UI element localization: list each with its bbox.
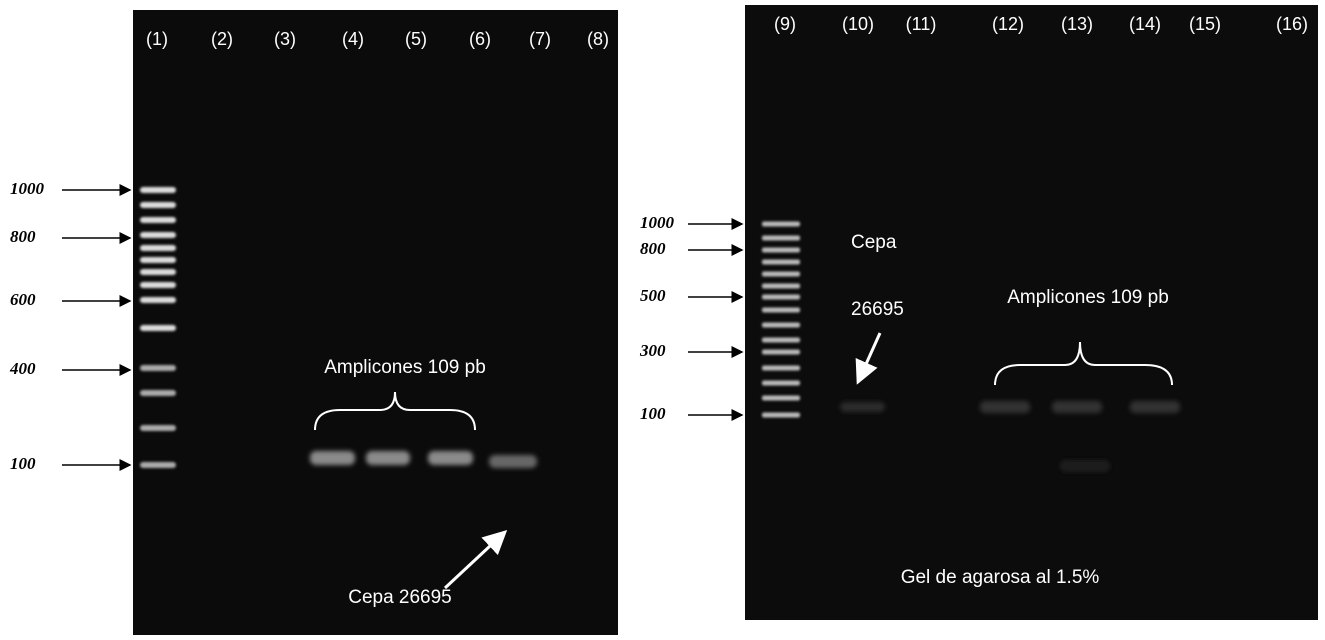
marker-label: 100 — [640, 404, 666, 423]
lane-label: (8) — [587, 29, 609, 49]
lane-label: (9) — [774, 14, 796, 34]
ladder-band — [762, 236, 800, 241]
ladder-band — [140, 425, 176, 431]
marker-labels: 1000 800 500 300 100 — [639, 213, 742, 423]
lane-label: (1) — [146, 29, 168, 49]
ladder-band — [140, 269, 176, 275]
lane-label: (6) — [469, 29, 491, 49]
lane-label: (15) — [1189, 14, 1221, 34]
marker-label: 1000 — [10, 179, 45, 198]
right-gel — [745, 5, 1318, 620]
annotation: 26695 — [851, 299, 904, 320]
annotation: Amplicones 109 pb — [1007, 287, 1169, 308]
marker-label: 300 — [639, 341, 666, 360]
ladder-band — [140, 257, 176, 263]
ladder-band — [762, 260, 800, 265]
ladder-band — [140, 187, 176, 193]
marker-label: 800 — [10, 227, 36, 246]
lane-label: (5) — [405, 29, 427, 49]
lane-label: (7) — [529, 29, 551, 49]
ladder-band — [762, 222, 800, 227]
marker-label: 500 — [640, 286, 666, 305]
marker-label: 800 — [640, 239, 666, 258]
ladder-band — [762, 350, 800, 355]
left-gel — [133, 10, 618, 635]
ladder-band — [762, 413, 800, 418]
lane-label: (14) — [1129, 14, 1161, 34]
ladder-band — [762, 248, 800, 253]
marker-label: 100 — [10, 454, 36, 473]
ladder-band — [140, 325, 176, 331]
page: (1) (2) (3) (4) (5) (6) (7) (8) (9) (10) (11) (12)… — [0, 0, 1325, 635]
lane-label: (4) — [342, 29, 364, 49]
lane-label: (13) — [1061, 14, 1093, 34]
annotation: Cepa 26695 — [348, 587, 452, 608]
ladder-band — [762, 284, 800, 289]
ladder-band — [762, 272, 800, 277]
ladder-band — [140, 245, 176, 251]
ladder-band — [762, 338, 800, 343]
marker-labels: 1000 800 600 400 100 — [9, 179, 130, 473]
annotation: Gel de agarosa al 1.5% — [901, 567, 1100, 588]
figure: (1) (2) (3) (4) (5) (6) (7) (8) (9) (10) (11) (12)… — [0, 0, 1325, 635]
lane-label: (12) — [992, 14, 1024, 34]
marker-label: 1000 — [640, 213, 675, 232]
lane-label: (11) — [906, 14, 937, 34]
lane-label: (16) — [1276, 14, 1308, 34]
ladder-band — [140, 282, 176, 288]
lane-label: (10) — [842, 14, 874, 34]
ladder-band — [140, 217, 176, 223]
ladder-band — [762, 366, 800, 371]
ladder-band — [762, 381, 800, 386]
annotation: Cepa — [851, 232, 897, 253]
ladder-band — [762, 396, 800, 401]
ladder-band — [140, 232, 176, 238]
ladder-band — [140, 462, 176, 468]
lane-label: (2) — [211, 29, 233, 49]
marker-label: 400 — [9, 359, 36, 378]
lane-label: (3) — [274, 29, 296, 49]
ladder-band — [140, 202, 176, 208]
annotation: Amplicones 109 pb — [324, 357, 486, 378]
ladder-band — [140, 365, 176, 371]
ladder-band — [762, 308, 800, 313]
marker-label: 600 — [10, 290, 36, 309]
ladder-band — [762, 295, 800, 300]
ladder-band — [140, 297, 176, 303]
ladder-band — [762, 323, 800, 328]
ladder-band — [140, 390, 176, 396]
